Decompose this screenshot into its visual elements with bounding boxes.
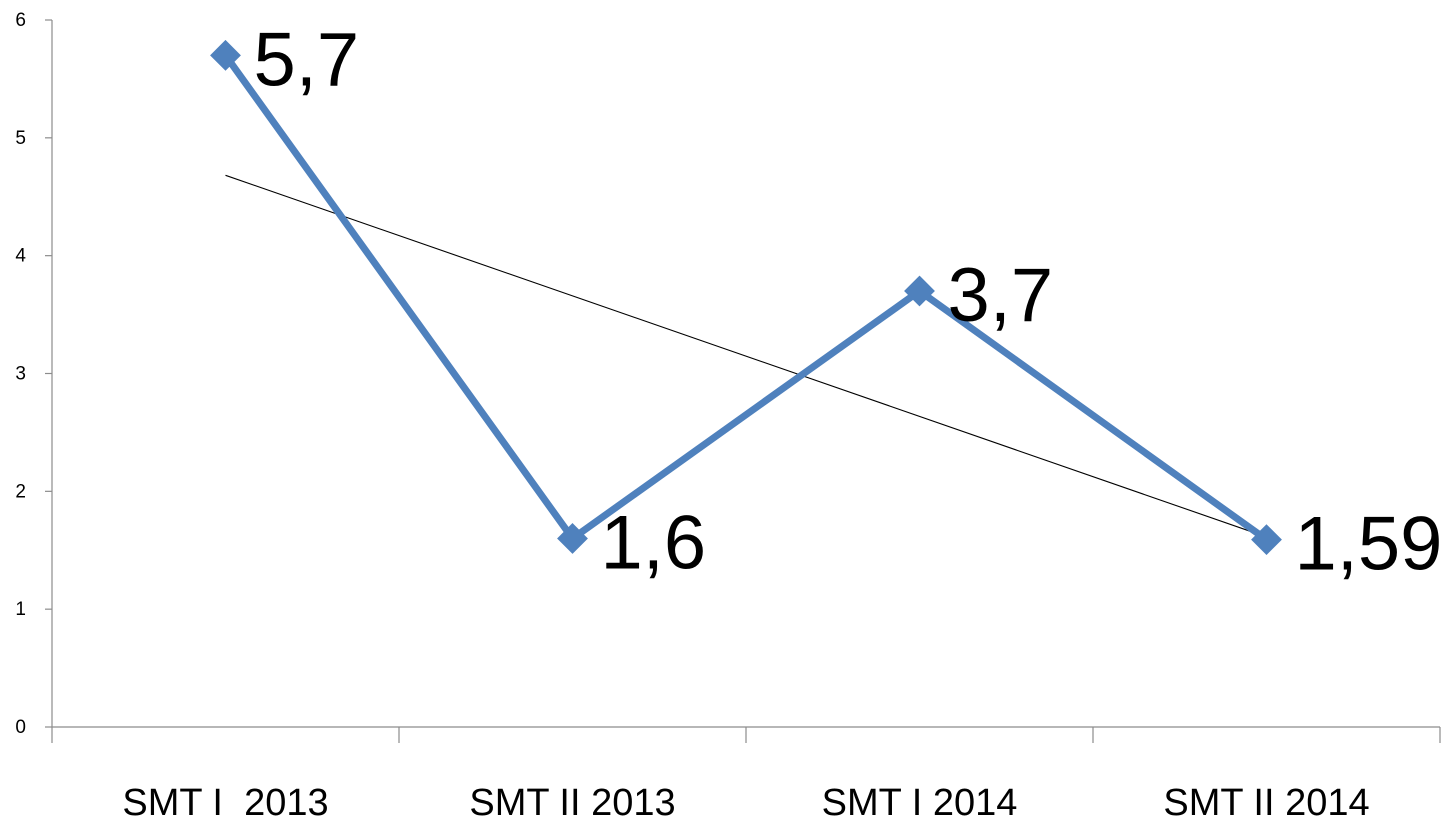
y-tick-label: 4	[15, 246, 26, 267]
x-tick-label: SMT II 2013	[469, 782, 675, 824]
y-tick-label: 2	[15, 481, 26, 502]
data-labels-layer: 5,7 1,6 3,7 1,59	[254, 17, 1443, 586]
y-tick-label: 5	[15, 128, 26, 149]
data-label: 5,7	[254, 17, 360, 102]
data-label: 1,6	[601, 500, 707, 585]
x-tick-label: SMT II 2014	[1163, 782, 1369, 824]
x-tick-label: SMT I 2014	[822, 782, 1018, 824]
y-tick-label: 0	[15, 717, 26, 738]
trendline	[226, 175, 1267, 537]
y-tick-label: 1	[15, 599, 26, 620]
axes: 0 1 2 3 4 5 6 SMT I 2013 SMT II 2013 SMT I 2014 SM…	[15, 10, 1440, 824]
y-tick-label: 6	[15, 10, 26, 31]
series-line	[226, 55, 1267, 539]
data-label: 3,7	[948, 253, 1054, 338]
data-label: 1,59	[1295, 502, 1443, 587]
series-layer	[212, 41, 1281, 553]
y-tick-label: 3	[15, 364, 26, 385]
trendline-layer	[226, 175, 1267, 537]
x-tick-label: SMT I 2013	[122, 782, 328, 824]
